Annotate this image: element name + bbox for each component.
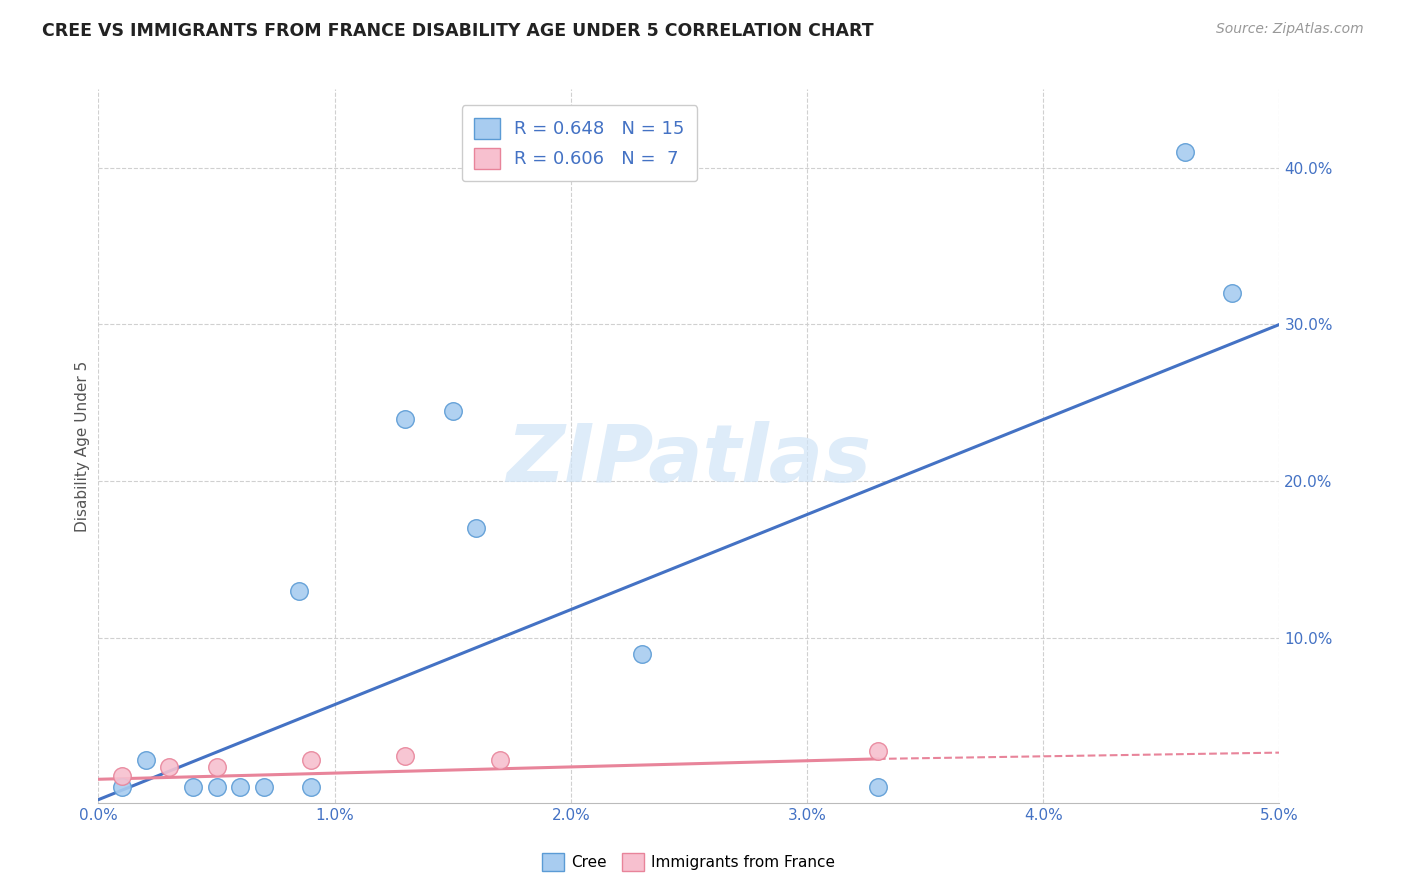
Point bbox=[205, 760, 228, 774]
Text: Source: ZipAtlas.com: Source: ZipAtlas.com bbox=[1216, 22, 1364, 37]
Point bbox=[1174, 145, 1197, 159]
Point bbox=[299, 754, 322, 768]
Legend: Cree, Immigrants from France: Cree, Immigrants from France bbox=[536, 847, 842, 877]
Point bbox=[394, 748, 416, 763]
Point bbox=[288, 584, 311, 599]
Point bbox=[630, 647, 652, 661]
Text: CREE VS IMMIGRANTS FROM FRANCE DISABILITY AGE UNDER 5 CORRELATION CHART: CREE VS IMMIGRANTS FROM FRANCE DISABILIT… bbox=[42, 22, 873, 40]
Point bbox=[181, 780, 204, 794]
Point bbox=[135, 754, 157, 768]
Y-axis label: Disability Age Under 5: Disability Age Under 5 bbox=[75, 360, 90, 532]
Point bbox=[441, 403, 464, 417]
Point bbox=[465, 521, 488, 535]
Point bbox=[157, 760, 180, 774]
Point bbox=[111, 780, 134, 794]
Point bbox=[205, 780, 228, 794]
Point bbox=[394, 411, 416, 425]
Point bbox=[866, 744, 889, 758]
Point bbox=[111, 769, 134, 783]
Point bbox=[489, 754, 512, 768]
Point bbox=[866, 780, 889, 794]
Text: ZIPatlas: ZIPatlas bbox=[506, 421, 872, 500]
Point bbox=[1220, 286, 1243, 301]
Point bbox=[229, 780, 252, 794]
Point bbox=[253, 780, 276, 794]
Point bbox=[299, 780, 322, 794]
